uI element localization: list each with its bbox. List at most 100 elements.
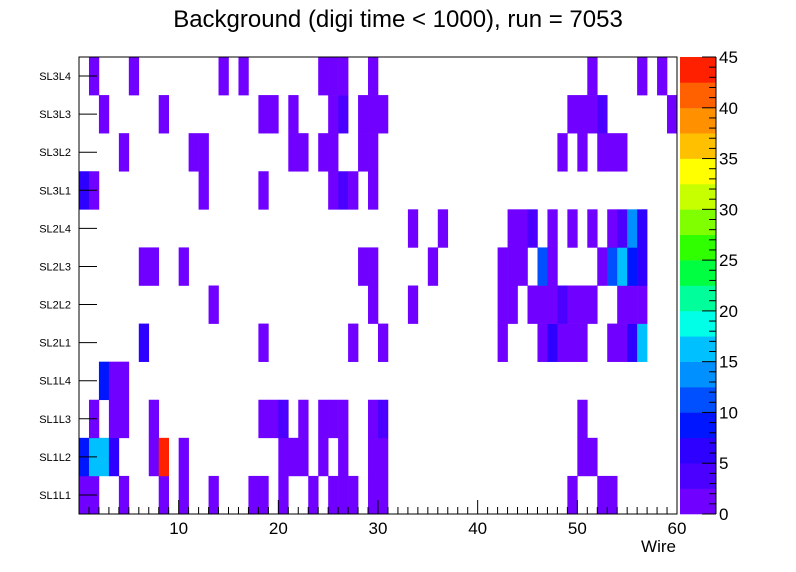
heatmap-cell <box>607 475 618 515</box>
heatmap-cell <box>637 285 648 324</box>
heatmap-cell <box>577 95 588 134</box>
heatmap-cell <box>577 133 588 172</box>
heatmap-cell <box>507 285 518 324</box>
heatmap-cell <box>178 437 189 477</box>
heatmap-cell <box>358 95 369 134</box>
heatmap-cell <box>567 475 578 515</box>
heatmap-cell <box>108 361 120 401</box>
heatmap-cell <box>378 475 389 515</box>
heatmap-cell <box>148 437 160 477</box>
heatmap-cell <box>338 475 349 515</box>
heatmap-cell <box>348 171 359 210</box>
heatmap-cell <box>507 247 518 286</box>
heatmap-cell <box>128 57 140 96</box>
color-scale-swatch <box>680 412 716 439</box>
heatmap-cell <box>328 57 339 96</box>
heatmap-cell <box>607 209 618 248</box>
heatmap-cell <box>318 57 329 96</box>
color-scale <box>680 57 716 515</box>
y-tick-label: SL2L2 <box>39 300 71 312</box>
heatmap-cell <box>378 95 389 134</box>
heatmap-cell <box>617 133 628 172</box>
heatmap-cell <box>378 437 389 477</box>
color-scale-swatch <box>680 336 716 362</box>
heatmap-cell <box>537 285 548 324</box>
heatmap-cell <box>198 133 209 172</box>
heatmap-cell <box>268 399 279 439</box>
heatmap-cell <box>368 57 379 96</box>
heatmap-cell <box>637 247 648 286</box>
heatmap-cell <box>587 285 598 324</box>
x-tick-label: 50 <box>568 519 587 538</box>
heatmap-cell <box>407 209 419 248</box>
heatmap-cell <box>587 95 598 134</box>
heatmap-cell <box>607 323 618 362</box>
heatmap-cell <box>338 437 349 477</box>
heatmap-cell <box>577 399 588 439</box>
heatmap-cell <box>158 475 169 515</box>
heatmap-cell <box>557 133 568 172</box>
heatmap-cell <box>148 399 160 439</box>
y-tick-label: SL1L1 <box>39 490 71 502</box>
heatmap-cell <box>497 323 508 362</box>
heatmap-cell <box>308 475 319 515</box>
heatmap-cell <box>557 285 568 324</box>
heatmap-cell <box>637 57 648 96</box>
heatmap-cell <box>547 247 558 286</box>
heatmap-cell <box>328 475 339 515</box>
heatmap-cell <box>597 133 608 172</box>
heatmap-cell <box>218 57 229 96</box>
color-scale-swatch <box>680 437 716 464</box>
heatmap-cell <box>368 95 379 134</box>
chart-title: Background (digi time < 1000), run = 705… <box>173 6 623 33</box>
heatmap-cell <box>188 133 199 172</box>
heatmap-cell <box>637 209 648 248</box>
heatmap-cell <box>208 475 219 515</box>
heatmap-cell <box>378 399 389 439</box>
heatmap-cell <box>557 323 568 362</box>
z-tick-label: 30 <box>719 200 738 219</box>
color-scale-swatch <box>680 82 716 109</box>
heatmap-cell <box>348 475 359 515</box>
heatmap-cell <box>657 57 668 96</box>
heatmap-cell <box>527 209 538 248</box>
heatmap-cell <box>597 95 608 134</box>
y-axis: SL1L1 SL1L2 SL1L3 SL1L4 SL2L1 SL2L2 SL2L3 SL2L4… <box>39 71 97 502</box>
x-tick-label: 60 <box>668 519 687 538</box>
heatmap-cell <box>278 399 289 439</box>
color-scale-swatch <box>680 234 716 261</box>
z-tick-label: 0 <box>719 505 728 524</box>
heatmap-cell <box>118 399 130 439</box>
heatmap-cell <box>497 247 508 286</box>
color-scale-swatch <box>680 387 716 413</box>
heatmap-cell <box>368 171 379 210</box>
heatmap-cell <box>517 209 528 248</box>
color-scale-swatch <box>680 158 716 185</box>
x-axis-label: Wire <box>641 537 676 556</box>
z-tick-label: 5 <box>719 454 728 473</box>
heatmap-cell <box>547 209 558 248</box>
color-scale-swatch <box>680 285 716 312</box>
y-tick-label: SL3L3 <box>39 109 71 121</box>
heatmap-cell <box>248 475 259 515</box>
z-tick-label: 15 <box>719 353 738 372</box>
heatmap-cell <box>617 247 628 286</box>
heatmap-cell <box>517 247 528 286</box>
heatmap-cell <box>597 475 608 515</box>
heatmap-cell <box>617 209 628 248</box>
heatmap-cell <box>537 247 548 286</box>
heatmap-cell <box>318 399 329 439</box>
heatmap-cell <box>407 285 419 324</box>
y-tick-label: SL2L3 <box>39 261 71 273</box>
heatmap-cell <box>338 171 349 210</box>
z-tick-label: 10 <box>719 403 738 422</box>
heatmap-cell <box>118 475 130 515</box>
color-scale-swatch <box>680 183 716 210</box>
y-tick-label: SL1L4 <box>39 376 71 388</box>
heatmap-cell <box>507 209 518 248</box>
heatmap-cell <box>348 323 359 362</box>
heatmap-cell <box>577 285 588 324</box>
heatmap-cell <box>108 399 120 439</box>
heatmap-cell <box>537 323 548 362</box>
